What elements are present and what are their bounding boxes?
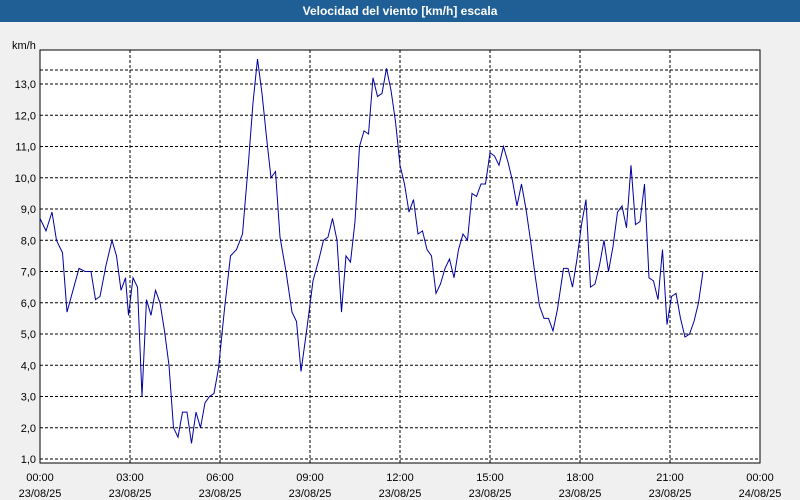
y-tick-label: 10,0 (15, 173, 36, 185)
x-tick-date-label: 23/08/25 (289, 488, 332, 500)
x-tick-time-label: 09:00 (296, 472, 324, 484)
x-tick-time-label: 12:00 (386, 472, 414, 484)
x-tick-date-label: 23/08/25 (379, 488, 422, 500)
grid-lines (40, 50, 760, 463)
x-tick-date-label: 23/08/25 (19, 488, 62, 500)
x-tick-time-label: 21:00 (656, 472, 684, 484)
x-tick-date-label: 23/08/25 (559, 488, 602, 500)
y-tick-label: 5,0 (21, 329, 36, 341)
x-tick-date-label: 23/08/25 (199, 488, 242, 500)
y-axis: 1,0 2,0 3,0 4,0 5,0 6,0 7,0 8,0 9,0 10,0 11,0 12,0 1… (15, 79, 36, 466)
x-tick-time-label: 03:00 (116, 472, 144, 484)
y-tick-label: 7,0 (21, 267, 36, 279)
y-tick-label: 4,0 (21, 360, 36, 372)
y-tick-label: 3,0 (21, 392, 36, 404)
y-tick-label: 13,0 (15, 79, 36, 91)
x-tick-date-label: 23/08/25 (109, 488, 152, 500)
wind-speed-line (39, 58, 704, 444)
x-tick-date-label: 24/08/25 (739, 488, 782, 500)
x-tick-time-label: 15:00 (476, 472, 504, 484)
y-tick-label: 1,0 (21, 454, 36, 466)
chart-title: Velocidad del viento [km/h] escala (0, 0, 800, 22)
y-tick-label: 2,0 (21, 423, 36, 435)
x-tick-time-label: 00:00 (26, 472, 54, 484)
y-tick-label: 12,0 (15, 110, 36, 122)
x-tick-date-label: 23/08/25 (649, 488, 692, 500)
y-axis-unit-label: km/h (12, 40, 36, 52)
x-axis: 00:00 23/08/25 03:00 23/08/25 06:00 23/08/25 0… (19, 472, 782, 500)
x-tick-time-label: 18:00 (566, 472, 594, 484)
x-tick-time-label: 00:00 (746, 472, 774, 484)
wind-speed-chart: 1,0 2,0 3,0 4,0 5,0 6,0 7,0 8,0 9,0 10,0 11,0 12,0 1… (12, 40, 782, 500)
x-tick-time-label: 06:00 (206, 472, 234, 484)
y-tick-label: 9,0 (21, 204, 36, 216)
y-tick-label: 11,0 (15, 142, 36, 154)
x-tick-date-label: 23/08/25 (469, 488, 512, 500)
y-tick-label: 6,0 (21, 298, 36, 310)
y-tick-label: 8,0 (21, 235, 36, 247)
